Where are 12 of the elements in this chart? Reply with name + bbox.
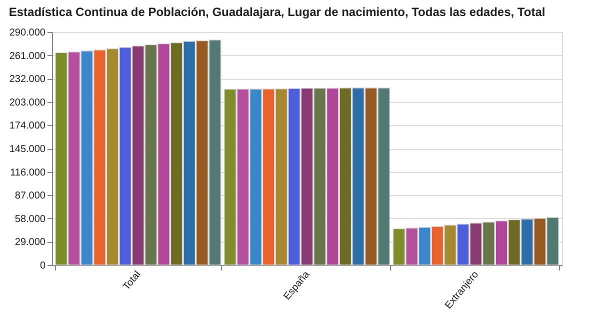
y-tick-label: 0: [40, 260, 46, 272]
y-tick-label: 261.000: [9, 50, 46, 62]
y-tick-label: 232.000: [9, 74, 46, 86]
y-tick-label: 29.000: [14, 237, 46, 248]
chart-title: Estadística Continua de Población, Guadalajara, Lugar de nacimiento, Todas las edades, Total: [8, 5, 546, 19]
y-tick-label: 174.000: [9, 120, 46, 132]
y-tick-label: 87.000: [14, 190, 46, 202]
y-tick-label: 58.000: [14, 214, 46, 225]
y-tick-label: 290.000: [9, 28, 46, 38]
y-tick-label: 116.000: [10, 167, 46, 178]
y-tick-label: 145.000: [9, 144, 46, 155]
y-tick-label: 203.000: [9, 97, 46, 108]
